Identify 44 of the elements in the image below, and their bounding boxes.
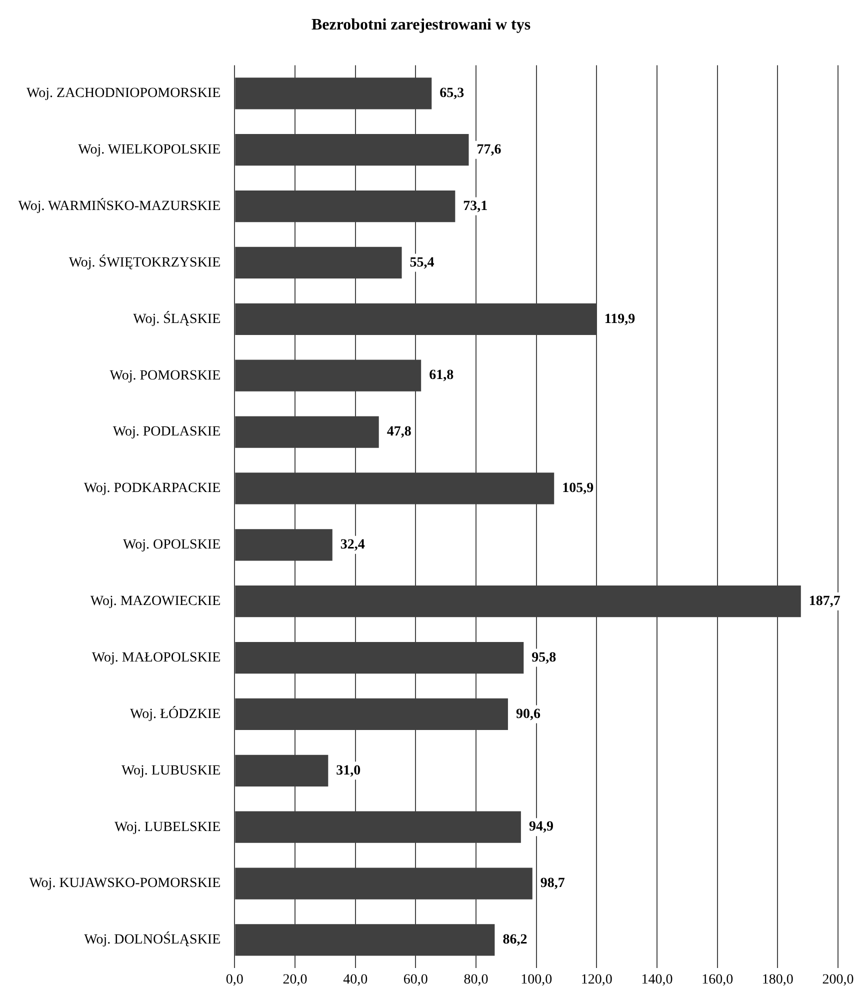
data-label: 47,8: [386, 424, 412, 440]
y-tick-label: Woj. ZACHODNIOPOMORSKIE: [26, 86, 221, 102]
data-label: 55,4: [410, 255, 434, 270]
y-tick-label: Woj. POMORSKIE: [110, 368, 221, 384]
y-tick-label: Woj. ŚWIĘTOKRZYSKIE: [68, 253, 221, 270]
data-label: 105,9: [562, 481, 594, 496]
data-label: 98,7: [540, 876, 565, 892]
y-tick-label: Woj. ŁÓDZKIE: [130, 704, 221, 722]
y-tick-label: Woj. PODKARPACKIE: [84, 481, 221, 496]
data-label: 32,4: [340, 538, 365, 553]
chart-title: Bezrobotni zarejestrowani w tys: [311, 16, 531, 34]
y-tick-label: Woj. WIELKOPOLSKIE: [78, 142, 221, 158]
x-tick-label: 200,0: [822, 972, 854, 988]
x-tick-label: 0,0: [226, 972, 244, 988]
x-tick-label: 60,0: [403, 972, 428, 988]
x-tick-label: 140,0: [641, 972, 673, 988]
y-tick-label: Woj. LUBUSKIE: [121, 763, 221, 778]
x-tick-label: 80,0: [464, 972, 488, 988]
y-tick-label: Woj. WARMIŃSKO-MAZURSKIE: [18, 196, 221, 214]
data-label: 187,7: [808, 594, 840, 609]
x-tick-label: 40,0: [343, 972, 368, 988]
data-label: 73,1: [463, 198, 488, 214]
y-tick-label: Woj. KUJAWSKO-POMORSKIE: [29, 876, 221, 892]
y-tick-label: Woj. DOLNOŚLĄSKIE: [84, 930, 221, 948]
x-tick-label: 120,0: [580, 972, 612, 988]
y-tick-label: Woj. MAŁOPOLSKIE: [92, 650, 221, 666]
data-label: 119,9: [604, 312, 636, 327]
x-tick-label: 100,0: [520, 972, 552, 988]
data-label: 65,3: [440, 86, 464, 102]
x-tick-label: 180,0: [762, 972, 794, 988]
data-label: 31,0: [336, 763, 361, 778]
data-label: 90,6: [516, 706, 540, 722]
y-tick-label: Woj. MAZOWIECKIE: [90, 594, 221, 610]
data-label: 77,6: [476, 142, 502, 158]
data-label: 61,8: [429, 368, 454, 384]
y-tick-label: Woj. OPOLSKIE: [122, 538, 221, 553]
data-label: 95,8: [532, 650, 556, 666]
y-tick-label: Woj. PODLASKIE: [112, 424, 221, 440]
x-tick-label: 20,0: [282, 972, 308, 988]
data-label: 94,9: [528, 820, 554, 835]
y-tick-label: Woj. ŚLĄSKIE: [133, 310, 221, 327]
data-label: 86,2: [502, 932, 528, 948]
x-tick-label: 160,0: [702, 972, 734, 988]
y-tick-label: Woj. LUBELSKIE: [114, 820, 221, 835]
